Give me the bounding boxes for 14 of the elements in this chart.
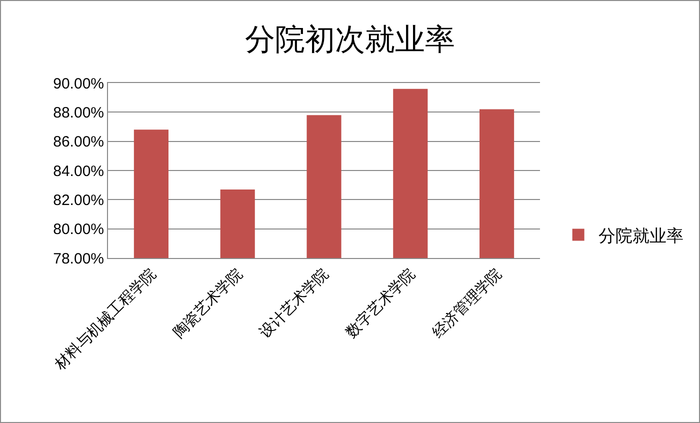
y-tick-label: 90.00% [53, 75, 104, 92]
x-tick-label: 陶瓷艺术学院 [170, 266, 246, 342]
y-tick-label: 80.00% [53, 221, 104, 238]
chart-title: 分院初次就业率 [245, 23, 455, 56]
x-tick-label: 经济管理学院 [429, 266, 505, 342]
x-tick-label: 数字艺术学院 [342, 266, 419, 342]
y-tick-label: 82.00% [53, 192, 104, 209]
legend-label: 分院就业率 [598, 226, 684, 246]
x-tick-label: 设计艺术学院 [256, 266, 332, 342]
y-tick-label: 78.00% [53, 250, 104, 268]
y-tick-label: 84.00% [53, 162, 104, 180]
x-tick-label: 材料与机械工程学院 [51, 266, 160, 374]
y-tick-label: 88.00% [53, 104, 104, 122]
y-tick-label: 86.00% [53, 134, 104, 151]
